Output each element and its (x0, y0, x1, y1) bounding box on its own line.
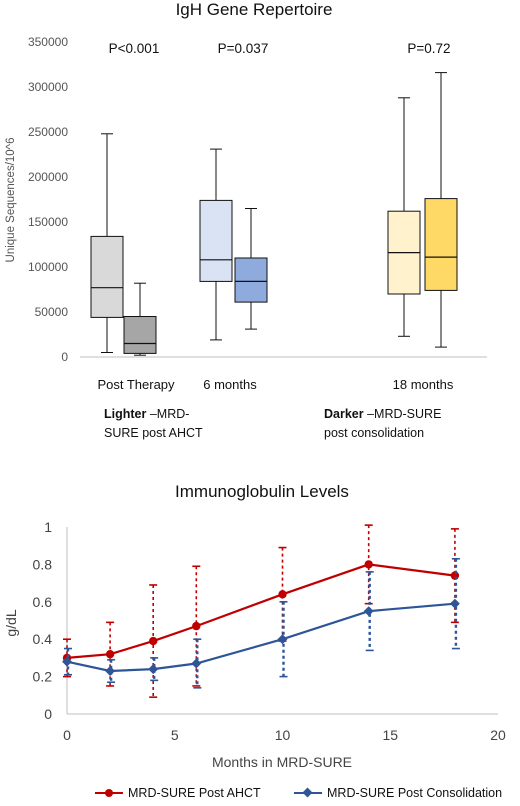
data-point (105, 649, 115, 659)
legend-marker-post-ahct (105, 789, 113, 797)
box (123, 282, 157, 356)
x-tick-label: 10 (275, 727, 291, 743)
y-tick-label: 300000 (28, 80, 68, 94)
series-line (66, 563, 456, 659)
y-tick-label: 50000 (35, 305, 69, 319)
legend-note-darker-bold: Darker (324, 407, 364, 421)
data-point (148, 664, 159, 675)
box (387, 97, 421, 337)
data-point (62, 656, 72, 667)
p-value-18-months: P=0.72 (407, 41, 450, 56)
y-tick-label: 150000 (28, 215, 68, 229)
legend-note-darker-text: –MRD-SURE (364, 407, 442, 421)
y-tick-labels: 0 50000 100000 150000 200000 250000 300000 3500… (28, 35, 68, 364)
data-point (105, 666, 116, 676)
y-tick-label: 0 (61, 350, 68, 364)
y-tick-label: 250000 (28, 125, 68, 139)
p-value-post-therapy: P<0.001 (109, 41, 160, 56)
line-tick-labels: 00.20.40.60.810 5 10 15 20 (33, 519, 506, 743)
legend-label-post-consolidation: MRD-SURE Post Consolidation (327, 786, 502, 800)
line-chart: Immunoglobulin Levels g/dL Months in MRD… (3, 482, 506, 800)
box (90, 133, 124, 353)
y-tick-label: 0.2 (33, 669, 53, 685)
category-label-post-therapy: Post Therapy (97, 377, 175, 392)
y-tick-label: 100000 (28, 260, 68, 274)
box-iqr (90, 235, 124, 318)
box (199, 148, 233, 341)
legend-note-darker-line2: post consolidation (324, 426, 424, 440)
category-label-18-months: 18 months (393, 377, 454, 392)
line-x-axis-label: Months in MRD-SURE (212, 754, 352, 770)
legend-note-lighter-text: –MRD- (146, 407, 189, 421)
data-point (278, 590, 287, 599)
line-chart-title: Immunoglobulin Levels (175, 482, 349, 501)
boxplot-chart: IgH Gene Repertoire Unique Sequences/10^… (5, 0, 487, 440)
y-tick-label: 350000 (28, 35, 68, 49)
line-series (62, 524, 460, 698)
y-axis-label: Unique Sequences/10^6 (5, 138, 17, 263)
p-value-6-months: P=0.037 (218, 41, 269, 56)
box (234, 208, 268, 330)
y-tick-label: 0.6 (33, 594, 53, 610)
data-point (149, 636, 158, 646)
category-label-6-months: 6 months (203, 377, 257, 392)
box-iqr (123, 316, 157, 354)
x-tick-label: 5 (171, 727, 179, 743)
x-tick-label: 20 (490, 727, 506, 743)
boxes (90, 72, 458, 356)
legend-label-post-ahct: MRD-SURE Post AHCT (128, 786, 261, 800)
y-tick-label: 200000 (28, 170, 68, 184)
data-point (364, 560, 373, 569)
box-iqr (199, 199, 233, 282)
data-point (449, 598, 460, 609)
y-tick-label: 0 (44, 706, 52, 722)
data-point (363, 606, 374, 617)
data-point (191, 658, 202, 669)
line-y-axis-label: g/dL (3, 609, 19, 636)
x-tick-label: 0 (63, 727, 71, 743)
box-iqr (234, 257, 268, 303)
series-line (66, 602, 455, 673)
box-iqr (424, 198, 458, 291)
x-tick-label: 15 (382, 727, 398, 743)
data-point (192, 621, 201, 631)
legend-note-lighter: Lighter –MRD- (104, 407, 189, 421)
legend-note-darker: Darker –MRD-SURE (324, 407, 441, 421)
legend: MRD-SURE Post AHCT MRD-SURE Post Consoli… (95, 786, 502, 800)
legend-note-lighter-line2: SURE post AHCT (104, 426, 203, 440)
chart-title: IgH Gene Repertoire (176, 0, 333, 19)
y-tick-label: 0.4 (33, 631, 53, 647)
legend-marker-post-consolidation (302, 787, 313, 798)
y-tick-label: 0.8 (33, 556, 53, 572)
data-point (277, 634, 288, 645)
y-tick-label: 1 (44, 519, 52, 535)
series-post-consolidation (62, 557, 460, 689)
legend-note-lighter-bold: Lighter (104, 407, 146, 421)
box (424, 72, 458, 348)
